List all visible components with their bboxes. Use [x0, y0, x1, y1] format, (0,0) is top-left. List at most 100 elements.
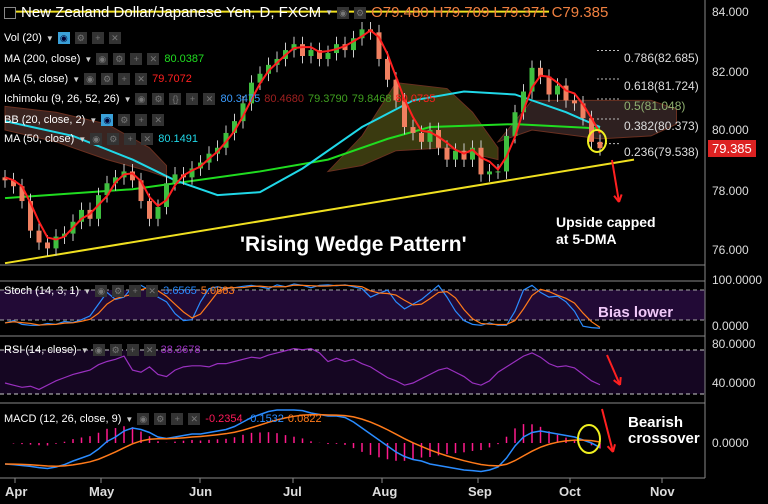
- gear-icon[interactable]: ⚙: [112, 285, 125, 297]
- ohlc-close: C79.385: [551, 4, 609, 21]
- chevron-down-icon[interactable]: ▼: [123, 94, 132, 104]
- chevron-down-icon[interactable]: ▼: [84, 54, 93, 64]
- visibility-icon[interactable]: ◉: [84, 73, 97, 85]
- chevron-down-icon[interactable]: ▼: [80, 345, 89, 355]
- legend-label: Ichimoku (9, 26, 52, 26): [4, 93, 120, 105]
- collapse-icon[interactable]: [4, 6, 16, 19]
- candle-body: [572, 100, 577, 104]
- candle-body: [172, 174, 178, 184]
- candle-body: [546, 76, 552, 95]
- candle-body: [164, 183, 169, 207]
- visibility-icon[interactable]: ◉: [96, 53, 109, 65]
- gear-icon[interactable]: ⚙: [154, 413, 167, 425]
- candle-body: [45, 242, 50, 249]
- visibility-icon[interactable]: ◉: [135, 93, 148, 105]
- plus-icon[interactable]: +: [118, 73, 131, 85]
- close-icon[interactable]: ✕: [135, 73, 148, 85]
- gear-icon[interactable]: ⚙: [113, 53, 126, 65]
- capped-annotation-line1: Upside capped: [556, 214, 656, 230]
- gear-icon[interactable]: ⚙: [107, 133, 120, 145]
- legend-value: 80.0387: [164, 53, 205, 65]
- gear-icon[interactable]: ⚙: [354, 6, 367, 19]
- candle-body: [521, 91, 526, 113]
- legend-ma200: MA (200, close) ▼ ◉ ⚙ + ✕ 80.0387: [4, 53, 204, 65]
- candle-body: [393, 79, 399, 101]
- plus-icon[interactable]: +: [186, 93, 199, 105]
- candle-body: [402, 100, 407, 128]
- candle-body: [436, 130, 441, 148]
- gear-icon[interactable]: ⚙: [101, 73, 114, 85]
- gear-icon[interactable]: ⚙: [152, 93, 165, 105]
- down-arrow-icon-head: [613, 195, 620, 203]
- visibility-icon[interactable]: ◉: [337, 6, 350, 19]
- visibility-icon[interactable]: ◉: [57, 32, 70, 44]
- visibility-icon[interactable]: ◉: [137, 413, 150, 425]
- chevron-down-icon[interactable]: ▼: [325, 8, 334, 17]
- plus-icon[interactable]: +: [124, 133, 137, 145]
- candle-body: [96, 195, 101, 219]
- gear-icon[interactable]: ⚙: [74, 32, 87, 44]
- close-icon[interactable]: ✕: [147, 53, 160, 65]
- chart-title-legend: New Zealand Dollar/Japanese Yen, D, FXCM…: [4, 4, 608, 21]
- candle-body: [589, 118, 594, 142]
- close-icon[interactable]: ✕: [152, 114, 165, 126]
- legend-label: BB (20, close, 2): [4, 114, 86, 126]
- plus-icon[interactable]: +: [171, 413, 184, 425]
- chevron-down-icon[interactable]: ▼: [89, 115, 98, 125]
- legend-macd: MACD (12, 26, close, 9) ▼ ◉ ⚙ + ✕ -0.2354 -0.15…: [4, 413, 322, 425]
- legend-ma50: MA (50, close) ▼ ◉ ⚙ + ✕ 80.1491: [4, 133, 198, 145]
- legend-label: Vol (20): [4, 32, 42, 44]
- close-icon[interactable]: ✕: [141, 133, 154, 145]
- close-icon[interactable]: ✕: [203, 93, 216, 105]
- legend-value: 79.3790: [308, 93, 348, 105]
- candle-body: [376, 32, 382, 59]
- candle-body: [79, 209, 84, 222]
- candle-body: [189, 168, 195, 178]
- fib-label: 0.382(80.373): [624, 119, 699, 133]
- braces-icon[interactable]: {}: [169, 93, 182, 105]
- candle-body: [2, 177, 8, 181]
- chevron-down-icon[interactable]: ▼: [83, 286, 92, 296]
- fib-label: 0.786(82.685): [624, 51, 699, 65]
- chevron-down-icon[interactable]: ▼: [125, 414, 134, 424]
- candle-body: [427, 130, 433, 142]
- candle-body: [444, 147, 450, 160]
- visibility-icon[interactable]: ◉: [95, 285, 108, 297]
- visibility-icon[interactable]: ◉: [90, 133, 103, 145]
- candle-body: [461, 150, 467, 160]
- time-tick: Nov: [650, 484, 675, 499]
- close-icon[interactable]: ✕: [146, 285, 159, 297]
- visibility-icon[interactable]: ◉: [92, 344, 105, 356]
- bearish-annotation-line1: Bearish: [628, 414, 684, 431]
- candle-body: [11, 180, 16, 187]
- candle-body: [487, 171, 492, 175]
- plus-icon[interactable]: +: [135, 114, 148, 126]
- wedge-annotation: 'Rising Wedge Pattern': [240, 233, 467, 256]
- gear-icon[interactable]: ⚙: [118, 114, 131, 126]
- legend-value: 80.1491: [158, 133, 198, 145]
- rsi-tick: 80.0000: [712, 337, 756, 351]
- legend-value: 80.3475: [220, 93, 261, 105]
- gear-icon[interactable]: ⚙: [109, 344, 122, 356]
- plus-icon[interactable]: +: [91, 32, 104, 44]
- down-arrow-icon: [601, 408, 614, 453]
- close-icon[interactable]: ✕: [143, 344, 156, 356]
- macd-line: [4, 409, 601, 473]
- candle-body: [597, 141, 603, 149]
- price-tick: 82.000: [712, 65, 749, 79]
- visibility-icon[interactable]: ◉: [101, 114, 114, 126]
- legend-value: 0.0822: [287, 413, 322, 425]
- close-icon[interactable]: ✕: [188, 413, 201, 425]
- capped-annotation-line2: at 5-DMA: [556, 231, 617, 247]
- chevron-down-icon[interactable]: ▼: [72, 74, 81, 84]
- candle-body: [478, 147, 484, 175]
- plus-icon[interactable]: +: [126, 344, 139, 356]
- close-icon[interactable]: ✕: [108, 32, 121, 44]
- chevron-down-icon[interactable]: ▼: [45, 33, 54, 43]
- legend-value: -0.1532: [246, 413, 284, 425]
- candle-body: [240, 103, 246, 122]
- chevron-down-icon[interactable]: ▼: [78, 134, 87, 144]
- plus-icon[interactable]: +: [130, 53, 143, 65]
- plus-icon[interactable]: +: [129, 285, 142, 297]
